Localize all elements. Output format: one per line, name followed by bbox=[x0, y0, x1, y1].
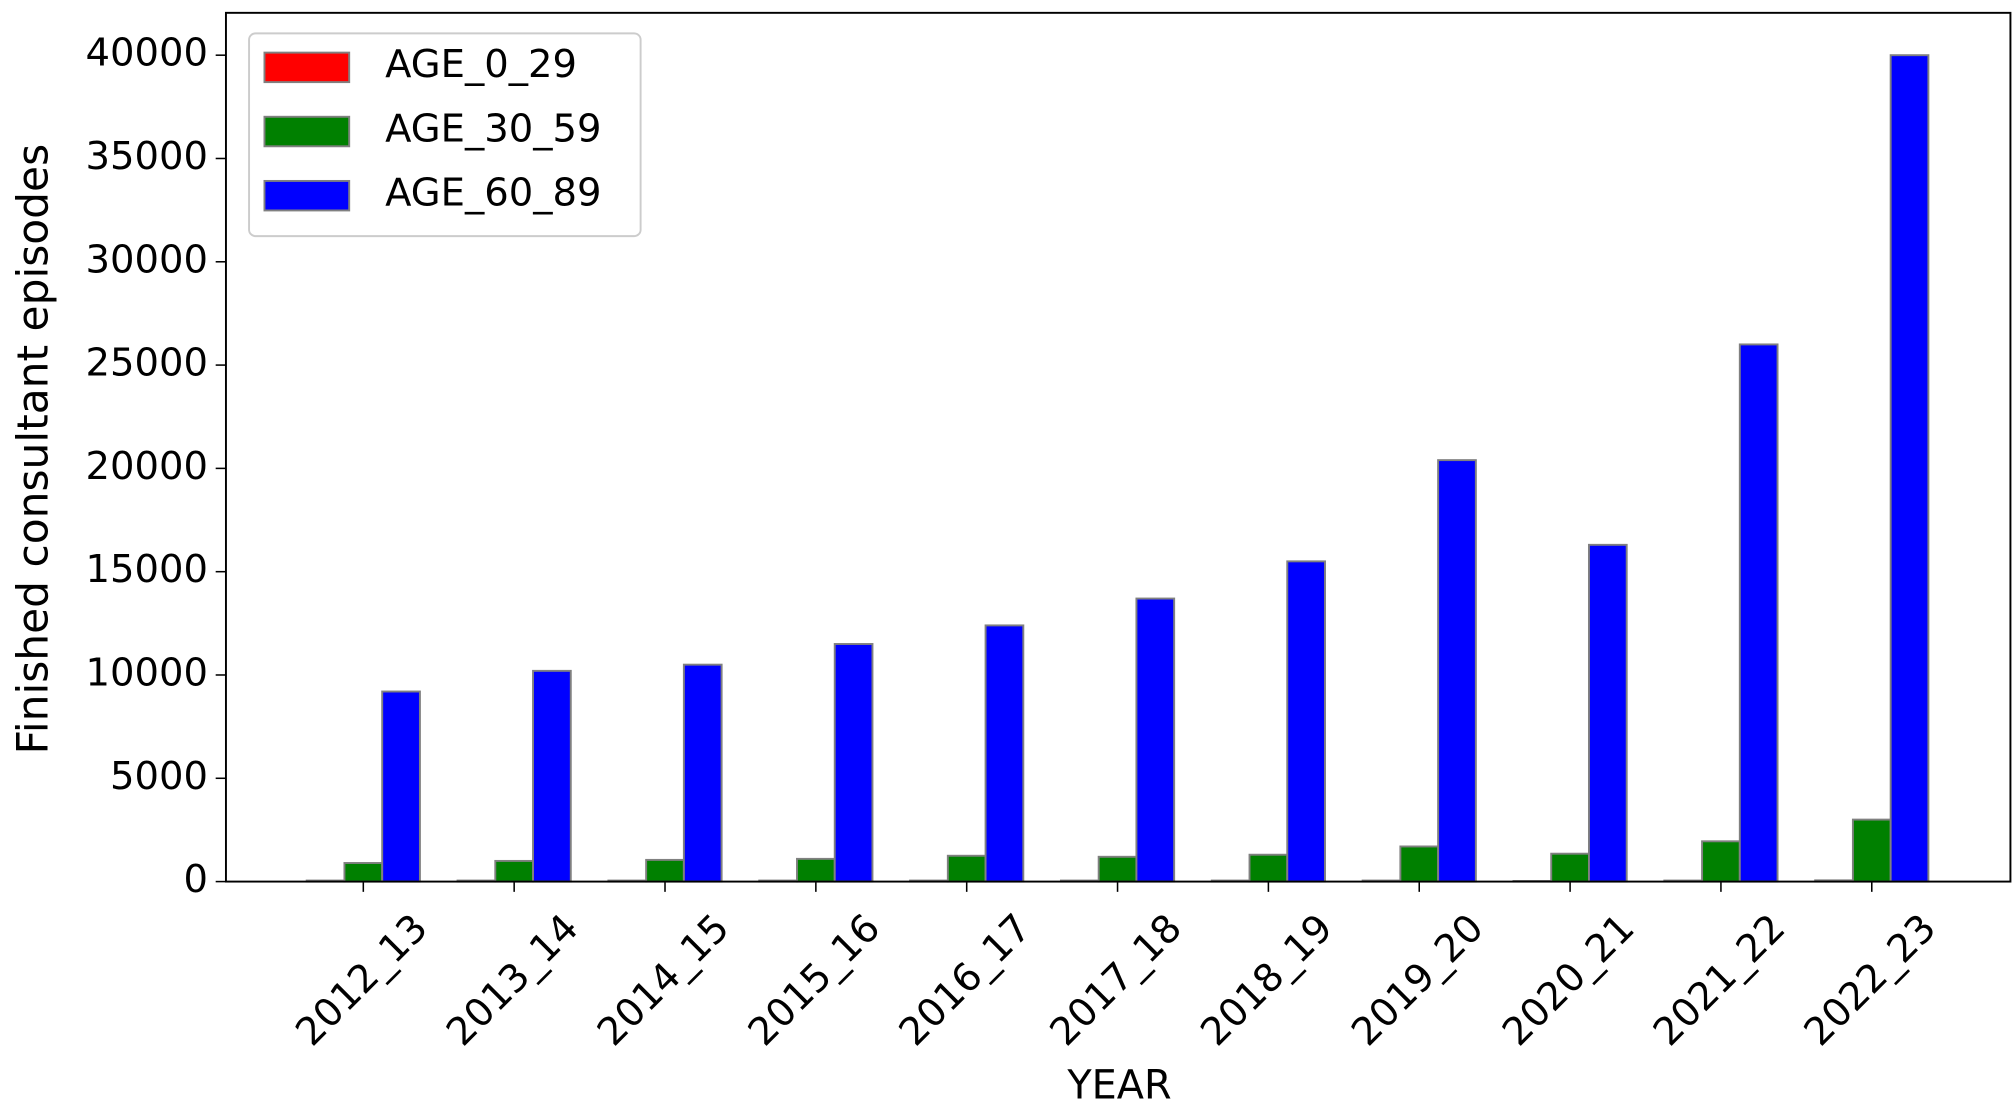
x-tick-label: 2013_14 bbox=[438, 906, 587, 1055]
bar bbox=[532, 669, 572, 883]
bar bbox=[645, 858, 685, 883]
y-tick-label: 15000 bbox=[85, 547, 208, 592]
y-tick-label: 10000 bbox=[85, 650, 208, 695]
bar bbox=[1587, 543, 1628, 883]
bar bbox=[682, 663, 723, 883]
bar bbox=[1135, 597, 1176, 883]
bar bbox=[1851, 818, 1892, 883]
legend-label: AGE_30_59 bbox=[385, 106, 601, 151]
y-axis-label: Finished consultant episodes bbox=[8, 144, 57, 755]
bar bbox=[1399, 845, 1440, 883]
x-tick-label: 2019_20 bbox=[1343, 906, 1492, 1055]
x-tick-label: 2021_22 bbox=[1645, 906, 1794, 1055]
x-tick-label: 2018_19 bbox=[1192, 906, 1341, 1055]
bar bbox=[984, 624, 1025, 883]
y-tick-label: 40000 bbox=[85, 31, 208, 76]
bar bbox=[833, 643, 874, 883]
bar bbox=[1738, 343, 1779, 883]
x-tick-label: 2017_18 bbox=[1041, 906, 1190, 1055]
y-tick-label: 20000 bbox=[85, 444, 208, 489]
legend-label: AGE_60_89 bbox=[385, 171, 601, 216]
y-tick-label: 30000 bbox=[85, 237, 208, 282]
legend-swatch bbox=[263, 115, 351, 148]
bar bbox=[1550, 852, 1590, 883]
bar bbox=[1889, 54, 1930, 883]
x-tick-label: 2016_17 bbox=[891, 906, 1040, 1055]
bar bbox=[1248, 853, 1289, 883]
bar bbox=[946, 854, 987, 883]
legend-label: AGE_0_29 bbox=[385, 42, 577, 87]
bar bbox=[1286, 560, 1326, 883]
bar bbox=[494, 859, 534, 883]
bar bbox=[1701, 840, 1741, 883]
bar bbox=[1097, 855, 1138, 883]
x-tick-label: 2014_15 bbox=[589, 906, 738, 1055]
y-tick-label: 5000 bbox=[110, 754, 208, 799]
legend-swatch bbox=[263, 51, 351, 84]
x-tick-label: 2020_21 bbox=[1494, 906, 1643, 1055]
x-tick-label: 2022_23 bbox=[1796, 906, 1945, 1055]
x-axis-label: YEAR bbox=[1066, 1063, 1171, 1109]
y-tick-label: 25000 bbox=[85, 341, 208, 386]
x-tick-label: 2015_16 bbox=[740, 906, 889, 1055]
x-tick-label: 2012_13 bbox=[287, 906, 436, 1055]
y-tick-label: 0 bbox=[183, 857, 208, 902]
bar bbox=[1437, 459, 1477, 883]
plot-frame bbox=[224, 11, 2012, 883]
bar bbox=[343, 862, 384, 883]
bar bbox=[796, 857, 836, 883]
bar bbox=[381, 690, 421, 883]
legend-swatch bbox=[263, 179, 351, 212]
y-tick-label: 35000 bbox=[85, 134, 208, 179]
